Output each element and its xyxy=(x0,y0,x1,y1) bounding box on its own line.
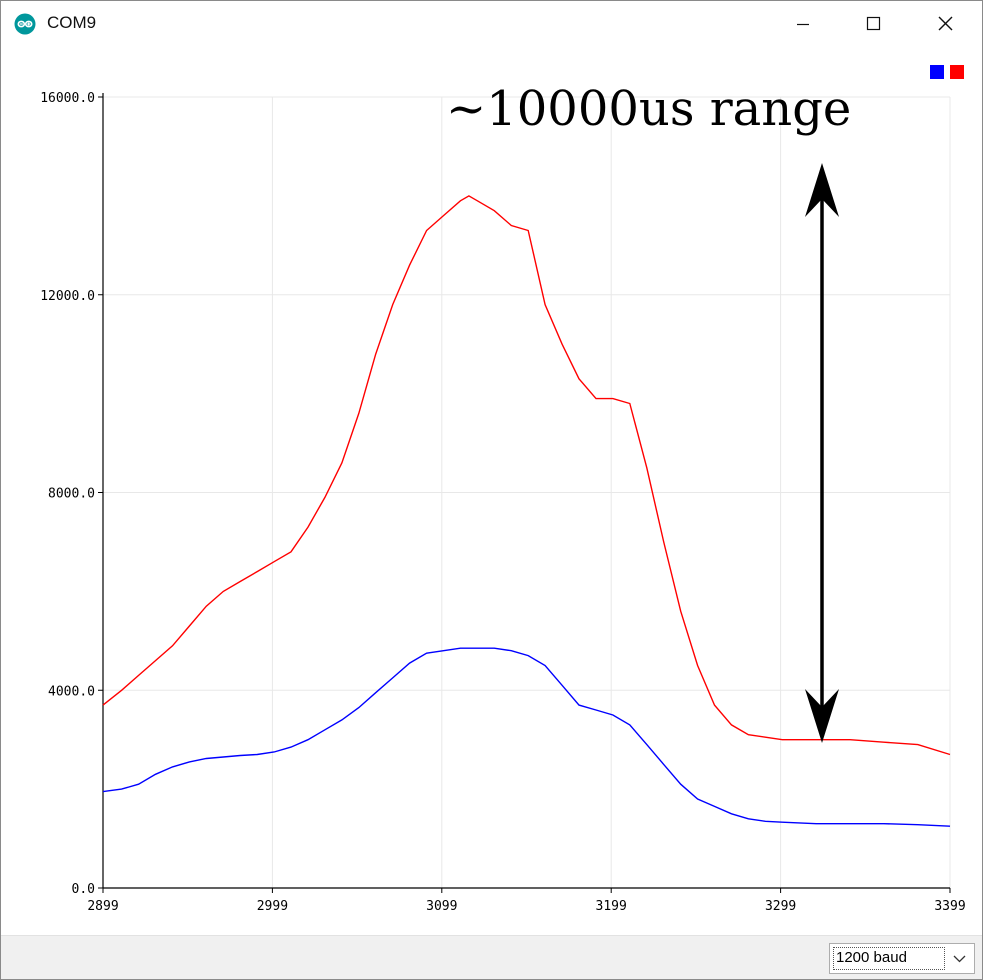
chart-svg: 2899 2999 3099 3199 3299 3399 0.0 4000.0 8000.0 1… xyxy=(40,81,965,914)
x-tick-label: 3299 xyxy=(765,899,796,914)
maximize-icon xyxy=(866,16,881,31)
status-footer: 1200 baud xyxy=(1,935,982,979)
x-tick-label: 3199 xyxy=(596,899,627,914)
series-line-0 xyxy=(102,195,951,756)
minimize-icon xyxy=(797,23,809,26)
y-tick-label: 16000.0 xyxy=(40,91,95,106)
x-tick-label: 3399 xyxy=(934,899,965,914)
window-title: COM9 xyxy=(47,13,97,32)
maximize-button[interactable] xyxy=(850,1,896,47)
double-arrow-icon xyxy=(805,163,839,743)
legend-swatch-blue xyxy=(930,65,944,79)
series xyxy=(102,195,951,827)
x-tick-label: 2899 xyxy=(87,899,118,914)
title-bar: COM9 xyxy=(1,1,982,47)
focus-outline xyxy=(833,947,945,970)
chevron-down-icon[interactable] xyxy=(945,944,974,973)
baud-rate-select[interactable]: 1200 baud xyxy=(829,943,975,974)
y-tick-label: 0.0 xyxy=(72,882,95,897)
plot-area: 2899 2999 3099 3199 3299 3399 0.0 4000.0 8000.0 1… xyxy=(1,47,982,935)
y-tick-label: 12000.0 xyxy=(40,289,95,304)
axes: 2899 2999 3099 3199 3299 3399 0.0 4000.0 8000.0 1… xyxy=(40,91,965,914)
arduino-icon xyxy=(14,13,36,35)
minimize-button[interactable] xyxy=(780,1,826,47)
legend-swatch-red xyxy=(950,65,964,79)
grid xyxy=(103,96,951,888)
baud-rate-value: 1200 baud xyxy=(836,949,907,966)
x-tick-label: 2999 xyxy=(257,899,288,914)
series-line-1 xyxy=(102,647,951,827)
range-annotation: ~10000us range xyxy=(446,81,851,137)
x-tick-label: 3099 xyxy=(426,899,457,914)
y-tick-label: 8000.0 xyxy=(48,487,95,502)
close-icon xyxy=(938,16,953,31)
close-button[interactable] xyxy=(922,1,968,47)
y-tick-label: 4000.0 xyxy=(48,684,95,699)
